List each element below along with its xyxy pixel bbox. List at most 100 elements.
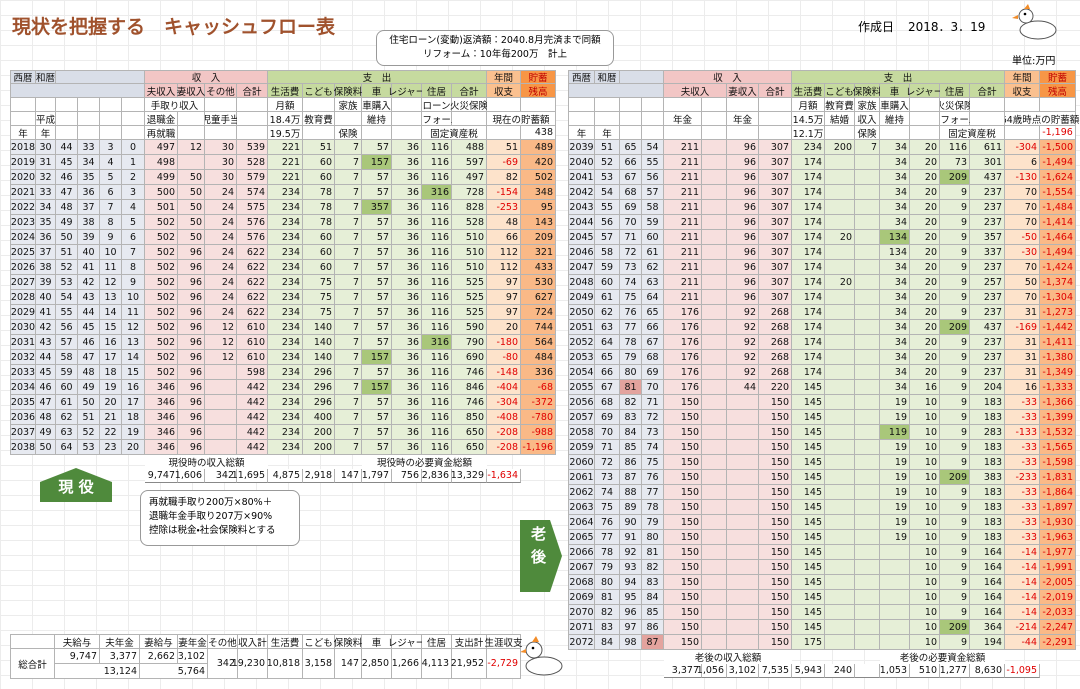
- cell: 7: [335, 185, 362, 200]
- cell: -372: [521, 395, 556, 410]
- cell: 20: [910, 140, 940, 155]
- cell: 34: [880, 260, 910, 275]
- cell: 57: [362, 395, 392, 410]
- cell: 116: [422, 320, 452, 335]
- cell: [122, 126, 145, 140]
- cell: 36: [392, 200, 422, 215]
- cell: [825, 620, 855, 635]
- cell: 525: [452, 290, 487, 305]
- cell: 234: [268, 350, 303, 365]
- cell: [56, 126, 78, 140]
- cell: [642, 126, 664, 140]
- cell: [855, 590, 880, 605]
- cell: 1,606: [175, 469, 205, 483]
- cell: -988: [521, 425, 556, 440]
- cell: 19: [880, 530, 910, 545]
- cell: 209: [940, 620, 970, 635]
- cell: [702, 320, 727, 335]
- cell: 2034: [10, 380, 36, 395]
- cell: 234: [268, 440, 303, 455]
- cell: -14: [1005, 545, 1040, 560]
- cell: [702, 455, 727, 470]
- cell: 3: [100, 140, 122, 155]
- cell: 176: [664, 350, 702, 365]
- cell: 19: [100, 380, 122, 395]
- cell: 妻収入: [727, 84, 759, 98]
- cell: 20: [910, 320, 940, 335]
- cell: [825, 155, 855, 170]
- cell: 生涯収支: [485, 634, 523, 649]
- cell: -1,532: [1040, 425, 1076, 440]
- cell: 30: [205, 155, 237, 170]
- cell: 307: [759, 215, 792, 230]
- cell: 116: [422, 155, 452, 170]
- cell: 46: [78, 335, 100, 350]
- cell: 36: [392, 365, 422, 380]
- cell: 0: [122, 140, 145, 155]
- cell: 56: [642, 170, 664, 185]
- cell: 150: [664, 410, 702, 425]
- cell: 502: [145, 320, 178, 335]
- cell: 502: [145, 275, 178, 290]
- cell: 174: [792, 365, 825, 380]
- cell: 268: [759, 365, 792, 380]
- cell: 97: [487, 275, 521, 290]
- cell: 75: [303, 275, 335, 290]
- cell: 48: [487, 215, 521, 230]
- cell: 60: [303, 245, 335, 260]
- cell: 3,102: [178, 649, 208, 664]
- cell: [855, 350, 880, 365]
- cell: [825, 500, 855, 515]
- cell: 14: [100, 305, 122, 320]
- cell: 150: [759, 560, 792, 575]
- cell: 442: [237, 395, 268, 410]
- cell: 48: [36, 410, 56, 425]
- cell: [237, 112, 268, 126]
- cell: 36: [392, 215, 422, 230]
- cell: [568, 98, 595, 112]
- cell: 39: [78, 230, 100, 245]
- cell: 16: [1005, 380, 1040, 395]
- cell: 児童手当: [202, 112, 240, 126]
- cell: 72: [595, 455, 620, 470]
- cell: 2024: [10, 230, 36, 245]
- cell: 17: [122, 395, 145, 410]
- cell: 10: [122, 290, 145, 305]
- cell: -133: [1005, 425, 1040, 440]
- cell: 307: [759, 200, 792, 215]
- cell: -208: [487, 440, 521, 455]
- cell: 96: [727, 215, 759, 230]
- cell: 234: [268, 380, 303, 395]
- cell: 55: [642, 155, 664, 170]
- cell: 92: [727, 365, 759, 380]
- cell: 97: [487, 305, 521, 320]
- cell: 18: [122, 410, 145, 425]
- cell: 73: [642, 425, 664, 440]
- cell: [100, 98, 122, 112]
- cell: 妻年金: [178, 634, 208, 649]
- cell: [620, 112, 642, 126]
- cell: 116: [422, 230, 452, 245]
- cell: 150: [664, 575, 702, 590]
- cell: [702, 560, 727, 575]
- cell: 92: [727, 305, 759, 320]
- cell: 36: [78, 185, 100, 200]
- cell: 55: [595, 200, 620, 215]
- cell: 西暦: [568, 70, 595, 84]
- cell: レジャー: [388, 84, 425, 98]
- cell: -1,366: [1040, 395, 1076, 410]
- cell: [702, 112, 727, 126]
- cell: 622: [237, 305, 268, 320]
- cell: 36: [392, 440, 422, 455]
- cell: 164: [970, 560, 1005, 575]
- cell: 2042: [568, 185, 595, 200]
- cell: 211: [664, 200, 702, 215]
- cell: 174: [792, 155, 825, 170]
- cell: 145: [792, 515, 825, 530]
- cell: -2,005: [1040, 575, 1076, 590]
- cell: [825, 350, 855, 365]
- cell: 86: [620, 455, 642, 470]
- cell: 火災保険: [450, 98, 488, 112]
- cell: 36: [392, 140, 422, 155]
- cell: 34: [880, 350, 910, 365]
